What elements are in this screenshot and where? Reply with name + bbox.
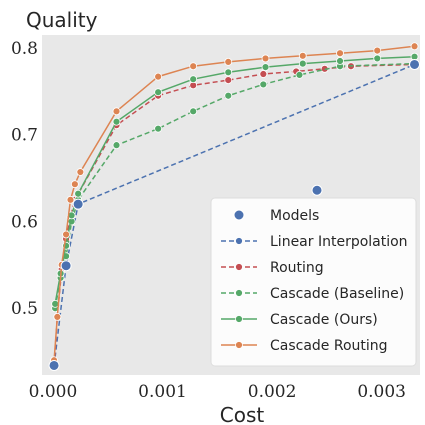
cascade-routing-point [298, 51, 307, 60]
x-axis-title: Cost [220, 403, 265, 425]
legend-box [210, 197, 417, 367]
legend-label: Routing [270, 260, 324, 276]
cascade-baseline-point [154, 124, 163, 133]
series-cascade-ours [51, 52, 419, 308]
cascade-ours-point [112, 117, 121, 126]
legend-item-models: Models [233, 208, 319, 224]
cascade-ours-point [261, 63, 270, 71]
model-point [311, 184, 323, 196]
y-tick-label: 0.6 [11, 212, 38, 232]
x-tick-label: 0.000 [29, 382, 78, 402]
legend-item-cascade-ours: Cascade (Ours) [221, 312, 378, 328]
legend-marker [235, 263, 243, 271]
cascade-routing-line [53, 45, 415, 361]
routing-point [259, 70, 268, 78]
cascade-baseline-point [189, 107, 198, 116]
cascade-routing-point [189, 62, 198, 71]
legend-label: Cascade (Baseline) [270, 286, 404, 302]
legend-label: Cascade Routing [270, 338, 388, 354]
legend: Models Linear Interpolation Routing Cascade… [210, 197, 417, 367]
tick-labels: 0.000 0.001 0.002 0.003 0.5 0.6 0.7 0.8 [11, 39, 406, 402]
cascade-routing-point [373, 46, 382, 55]
cascade-ours-point [224, 68, 233, 77]
cascade-routing-point [53, 312, 62, 321]
cascade-baseline-point [295, 70, 304, 79]
legend-item-routing: Routing [221, 260, 324, 276]
model-point [409, 58, 421, 70]
series-cascade-routing [50, 42, 419, 365]
cascade-routing-point [62, 230, 71, 239]
cascade-routing-point [76, 168, 85, 176]
routing-point [224, 76, 233, 85]
legend-label: Linear Interpolation [270, 234, 408, 250]
cascade-routing-point [70, 180, 79, 189]
cascade-baseline-point [224, 91, 233, 100]
legend-marker [235, 237, 243, 245]
cascade-ours-point [189, 75, 198, 84]
x-tick-label: 0.002 [248, 382, 297, 402]
legend-marker [233, 209, 245, 221]
cascade-baseline-point [259, 80, 268, 89]
cascade-routing-point [261, 54, 270, 63]
legend-marker [235, 289, 243, 297]
cascade-routing-point [224, 57, 233, 66]
cascade-ours-line [54, 55, 415, 305]
y-tick-label: 0.5 [11, 299, 38, 319]
cascade-ours-point [298, 59, 307, 68]
legend-item-cascade-baseline: Cascade (Baseline) [221, 286, 404, 302]
legend-item-linear-interpolation: Linear Interpolation [221, 234, 408, 250]
cascade-ours-point [336, 57, 344, 65]
x-tick-label: 0.003 [357, 382, 406, 402]
cascade-routing-point [336, 49, 344, 58]
model-point [60, 260, 72, 272]
legend-marker [235, 315, 243, 323]
cascade-ours-point [74, 189, 83, 198]
y-tick-label: 0.7 [11, 126, 38, 146]
cascade-routing-point [410, 42, 419, 51]
cascade-ours-point [154, 88, 163, 97]
cascade-routing-point [154, 72, 163, 81]
cascade-ours-point [373, 54, 382, 63]
legend-label: Cascade (Ours) [270, 312, 378, 328]
model-points [48, 58, 421, 371]
cascade-routing-point [66, 195, 75, 204]
y-axis-title: Quality [26, 8, 98, 32]
legend-item-cascade-routing: Cascade Routing [221, 338, 388, 354]
x-tick-label: 0.001 [138, 382, 187, 402]
legend-label: Models [270, 208, 319, 224]
y-tick-label: 0.8 [11, 39, 38, 59]
model-point [48, 359, 60, 371]
legend-marker [235, 341, 243, 349]
cascade-baseline-point [112, 141, 121, 150]
model-point [72, 198, 84, 210]
cascade-routing-point [112, 107, 121, 116]
